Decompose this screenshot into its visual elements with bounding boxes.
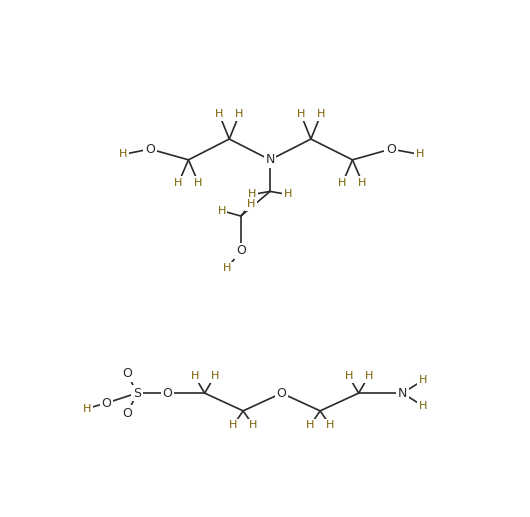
Text: H: H xyxy=(284,189,292,200)
Text: H: H xyxy=(419,375,428,385)
Text: H: H xyxy=(358,178,367,188)
Text: H: H xyxy=(306,420,314,431)
Text: H: H xyxy=(297,110,305,119)
Text: H: H xyxy=(365,371,373,381)
Text: H: H xyxy=(344,371,353,381)
Text: O: O xyxy=(145,143,155,156)
Text: H: H xyxy=(229,420,237,431)
Text: H: H xyxy=(249,420,258,431)
Text: O: O xyxy=(123,368,132,381)
Text: N: N xyxy=(398,387,407,400)
Text: H: H xyxy=(338,178,347,188)
Text: H: H xyxy=(119,149,127,159)
Text: O: O xyxy=(123,407,132,420)
Text: H: H xyxy=(210,371,219,381)
Text: S: S xyxy=(133,387,141,400)
Text: O: O xyxy=(163,387,173,400)
Text: O: O xyxy=(236,244,246,257)
Text: H: H xyxy=(416,149,425,159)
Text: H: H xyxy=(174,178,183,188)
Text: H: H xyxy=(248,189,257,200)
Text: H: H xyxy=(195,178,202,188)
Text: H: H xyxy=(246,200,255,209)
Text: H: H xyxy=(215,110,224,119)
Text: H: H xyxy=(190,371,199,381)
Text: N: N xyxy=(266,154,275,166)
Text: O: O xyxy=(386,143,396,156)
Text: H: H xyxy=(223,263,231,273)
Text: H: H xyxy=(317,110,325,119)
Text: O: O xyxy=(101,397,111,409)
Text: H: H xyxy=(419,401,428,411)
Text: O: O xyxy=(277,387,287,400)
Text: H: H xyxy=(235,110,243,119)
Text: H: H xyxy=(326,420,334,431)
Text: H: H xyxy=(83,404,91,414)
Text: H: H xyxy=(217,206,226,216)
